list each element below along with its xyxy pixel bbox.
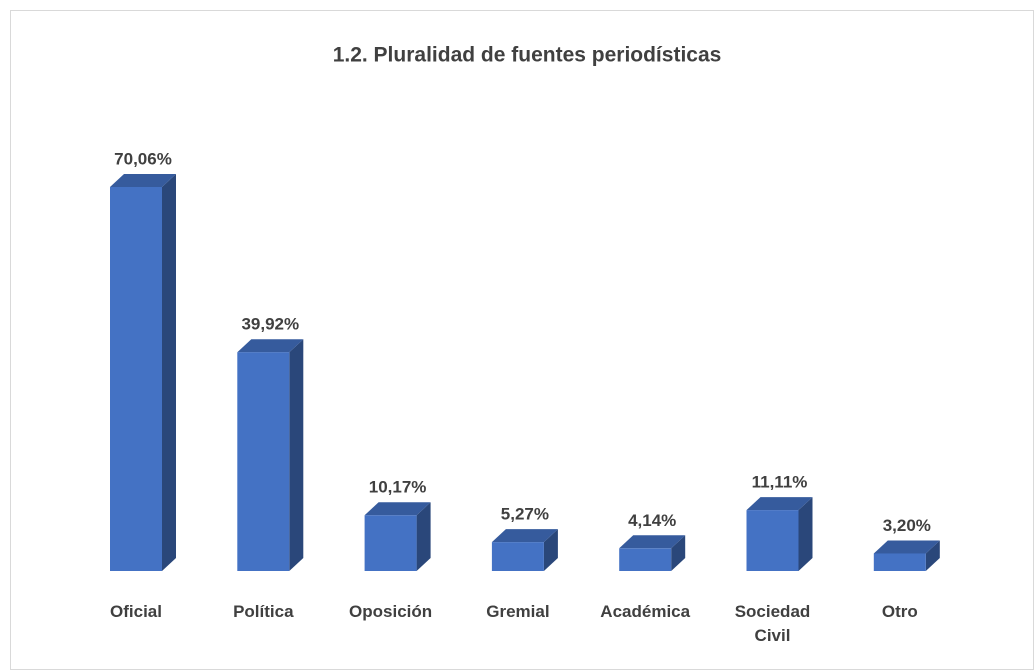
bar-side <box>925 540 940 571</box>
data-label: 70,06% <box>114 149 172 168</box>
bar-top <box>873 540 940 554</box>
x-tick-label: Oposición <box>349 602 433 621</box>
bar-top <box>364 502 431 516</box>
x-tick-label: Gremial <box>486 602 550 621</box>
x-tick-label: Política <box>233 602 294 621</box>
bar-side <box>798 497 813 571</box>
chart-title: 1.2. Pluralidad de fuentes periodísticas <box>333 44 722 67</box>
bar <box>873 553 926 571</box>
data-label: 39,92% <box>241 315 299 334</box>
bar-top <box>746 497 813 511</box>
bar-side <box>162 174 176 571</box>
data-label: 4,14% <box>628 511 676 530</box>
bar <box>491 542 544 571</box>
data-label: 5,27% <box>501 505 549 524</box>
bar <box>110 187 162 571</box>
x-tick-label: Otro <box>881 602 918 621</box>
bar-side <box>671 535 686 571</box>
x-tick-label: Sociedad Civil <box>734 602 811 645</box>
bar <box>619 548 672 571</box>
data-label: 10,17% <box>369 478 427 497</box>
bar <box>746 510 799 571</box>
bar-top <box>110 174 176 187</box>
bar-top <box>491 529 558 543</box>
data-label: 3,20% <box>883 516 931 535</box>
data-label: 11,11% <box>752 473 808 492</box>
bar <box>364 515 417 571</box>
bar-top <box>237 339 304 353</box>
bar-side <box>416 502 431 571</box>
bar-side <box>543 529 558 571</box>
bar-top <box>619 535 686 549</box>
x-tick-label: Oficial <box>110 602 162 621</box>
x-tick-label: Académica <box>600 602 691 621</box>
bar <box>237 352 290 571</box>
bar-side <box>289 339 304 571</box>
